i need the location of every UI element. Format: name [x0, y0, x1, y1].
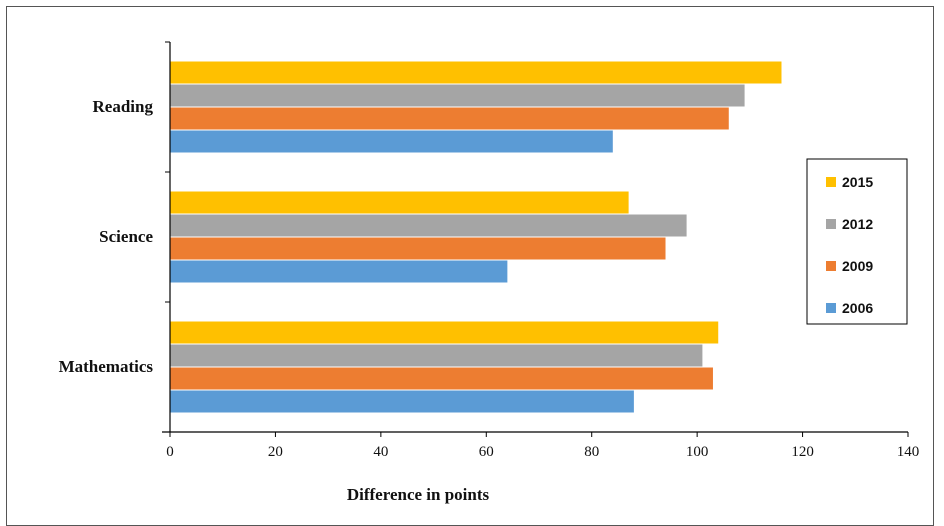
category-labels: Reading Science Mathematics: [59, 97, 154, 376]
x-tick-label: 0: [166, 444, 174, 460]
bar-reading-2012: [170, 84, 745, 107]
x-tick-group: 0 20 40 60 80 100 120 140: [166, 432, 919, 460]
legend-swatch-2015: [826, 177, 836, 187]
legend-label: 2012: [842, 216, 873, 232]
bar-reading-2015: [170, 61, 782, 84]
bar-reading-2009: [170, 107, 729, 130]
bars-group: [170, 61, 782, 413]
legend-label: 2009: [842, 258, 873, 274]
legend-box: [806, 158, 908, 325]
category-label: Reading: [93, 97, 154, 116]
x-tick-label: 140: [897, 444, 920, 460]
legend-swatch-2009: [826, 261, 836, 271]
x-tick-label: 40: [373, 444, 388, 460]
bar-science-2012: [170, 214, 687, 237]
legend: 2015 2012 2009 2006: [806, 158, 908, 325]
bar-chart: Reading Science Mathematics 0 20 40 60 80 100 12…: [59, 41, 919, 504]
x-tick-label: 60: [479, 444, 494, 460]
legend-swatch-2006: [826, 303, 836, 313]
bar-mathematics-2006: [170, 390, 634, 413]
bar-science-2009: [170, 237, 666, 260]
bar-mathematics-2015: [170, 321, 719, 344]
bar-mathematics-2009: [170, 367, 713, 390]
bar-science-2015: [170, 191, 629, 214]
x-tick-label: 120: [791, 444, 814, 460]
legend-label: 2015: [842, 174, 873, 190]
bar-reading-2006: [170, 130, 613, 153]
category-label: Science: [99, 227, 153, 246]
category-label: Mathematics: [59, 357, 154, 376]
x-tick-label: 20: [268, 444, 283, 460]
bar-science-2006: [170, 260, 508, 283]
x-tick-label: 100: [686, 444, 709, 460]
x-axis-label: Difference in points: [347, 485, 490, 504]
legend-swatch-2012: [826, 219, 836, 229]
legend-label: 2006: [842, 300, 873, 316]
bar-mathematics-2012: [170, 344, 703, 367]
x-tick-label: 80: [584, 444, 599, 460]
